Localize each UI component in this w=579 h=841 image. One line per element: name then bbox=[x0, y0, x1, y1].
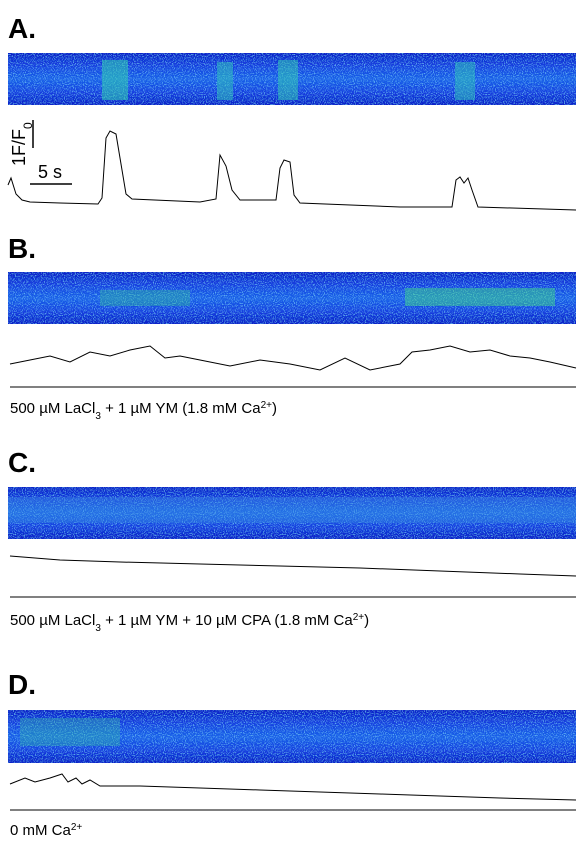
caption-part: ) bbox=[272, 400, 277, 417]
caption-superscript: 2+ bbox=[353, 612, 365, 623]
condition-caption: 500 µM LaCl3 + 1 µM YM + 10 µM CPA (1.8 … bbox=[10, 612, 369, 634]
condition-caption: 500 µM LaCl3 + 1 µM YM (1.8 mM Ca2+) bbox=[10, 400, 277, 422]
caption-superscript: 2+ bbox=[261, 400, 273, 411]
condition-caption: 0 mM Ca2+ bbox=[10, 822, 82, 840]
caption-superscript: 2+ bbox=[71, 822, 83, 833]
line-scan-image bbox=[8, 53, 576, 105]
fluorescence-trace bbox=[9, 773, 577, 801]
caption-part: + 1 µM YM (1.8 mM Ca bbox=[101, 400, 261, 417]
line-scan-image bbox=[8, 272, 576, 324]
time-label: 5 s bbox=[38, 162, 62, 182]
caption-subscript: 3 bbox=[95, 623, 101, 634]
fluorescence-trace bbox=[9, 555, 577, 577]
fluorescence-trace bbox=[9, 345, 577, 371]
panel-label: D. bbox=[8, 669, 36, 700]
panel-label: B. bbox=[8, 233, 36, 264]
caption-part: 500 µM LaCl bbox=[10, 612, 95, 629]
caption-part: + 1 µM YM + 10 µM CPA (1.8 mM Ca bbox=[101, 612, 353, 629]
panel-label: C. bbox=[8, 447, 36, 478]
caption-part: ) bbox=[364, 612, 369, 629]
caption-part: 0 mM Ca bbox=[10, 822, 72, 839]
line-scan-image bbox=[8, 710, 576, 763]
caption-subscript: 3 bbox=[95, 411, 101, 422]
line-scan-image bbox=[8, 487, 576, 539]
amplitude-subscript: 0 bbox=[21, 122, 35, 129]
amplitude-text: 1F/F bbox=[9, 129, 29, 166]
caption-part: 500 µM LaCl bbox=[10, 400, 95, 417]
panel-label: A. bbox=[8, 13, 36, 44]
amplitude-label: 1F/F0 bbox=[9, 122, 35, 166]
fluorescence-trace bbox=[7, 130, 577, 211]
